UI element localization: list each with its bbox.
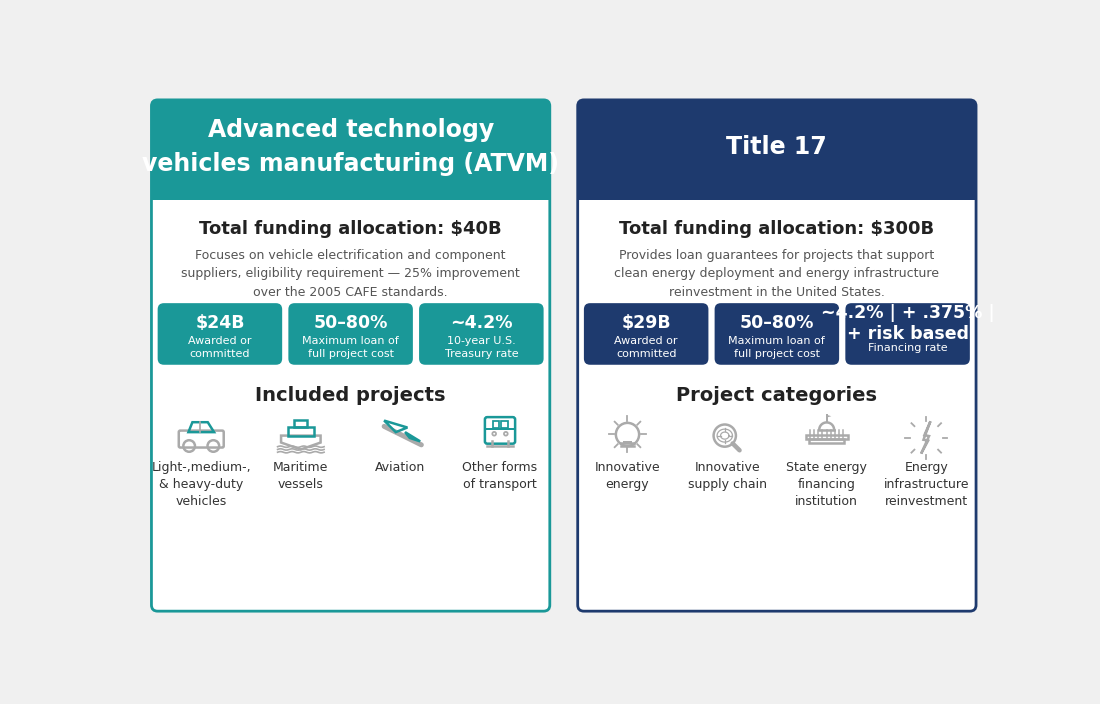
Bar	[295, 420, 307, 427]
Text: Financing rate: Financing rate	[868, 343, 947, 353]
Text: Light-,medium-,
& heavy-duty
vehicles: Light-,medium-, & heavy-duty vehicles	[152, 461, 251, 508]
FancyBboxPatch shape	[578, 100, 976, 611]
Text: Project categories: Project categories	[676, 386, 878, 405]
Bar	[152, 191, 549, 200]
FancyBboxPatch shape	[845, 303, 970, 365]
Bar	[288, 427, 313, 436]
FancyBboxPatch shape	[157, 303, 283, 365]
Text: Focuses on vehicle electrification and component
suppliers, eligibility requirem: Focuses on vehicle electrification and c…	[182, 249, 520, 299]
Text: Innovative
supply chain: Innovative supply chain	[688, 461, 767, 491]
Text: Maximum loan of
full project cost: Maximum loan of full project cost	[302, 336, 399, 359]
Text: Awarded or
committed: Awarded or committed	[188, 336, 252, 359]
Bar	[493, 421, 499, 427]
Bar	[805, 435, 848, 439]
Text: Advanced technology
vehicles manufacturing (ATVM): Advanced technology vehicles manufacturi…	[142, 118, 559, 175]
Text: Total funding allocation: $300B: Total funding allocation: $300B	[619, 220, 934, 238]
Text: State energy
financing
institution: State energy financing institution	[786, 461, 867, 508]
Bar	[502, 421, 508, 427]
Text: 50–80%: 50–80%	[739, 315, 814, 332]
Text: Other forms
of transport: Other forms of transport	[462, 461, 538, 491]
FancyBboxPatch shape	[715, 303, 839, 365]
Text: 10-year U.S.
Treasury rate: 10-year U.S. Treasury rate	[444, 336, 518, 359]
Text: ~4.2%: ~4.2%	[450, 315, 513, 332]
Text: Title 17: Title 17	[726, 135, 827, 159]
Text: Energy
infrastructure
reinvestment: Energy infrastructure reinvestment	[883, 461, 969, 508]
FancyBboxPatch shape	[578, 100, 976, 200]
Text: Total funding allocation: $40B: Total funding allocation: $40B	[199, 220, 502, 238]
FancyBboxPatch shape	[419, 303, 543, 365]
Text: Included projects: Included projects	[255, 386, 446, 405]
Text: Aviation: Aviation	[375, 461, 426, 474]
FancyBboxPatch shape	[288, 303, 412, 365]
Text: 50–80%: 50–80%	[314, 315, 388, 332]
Text: $29B: $29B	[621, 315, 671, 332]
Text: Innovative
energy: Innovative energy	[595, 461, 660, 491]
FancyBboxPatch shape	[152, 100, 550, 200]
Polygon shape	[827, 415, 832, 417]
Text: Provides loan guarantees for projects that support
clean energy deployment and e: Provides loan guarantees for projects th…	[615, 249, 939, 299]
Bar	[810, 439, 844, 443]
Text: ~4.2% | + .375% |
+ risk based: ~4.2% | + .375% | + risk based	[821, 304, 994, 343]
FancyBboxPatch shape	[584, 303, 708, 365]
Text: Awarded or
committed: Awarded or committed	[615, 336, 678, 359]
Text: Maritime
vessels: Maritime vessels	[273, 461, 329, 491]
Text: $24B: $24B	[195, 315, 244, 332]
Text: Maximum loan of
full project cost: Maximum loan of full project cost	[728, 336, 825, 359]
Bar	[579, 191, 976, 200]
FancyBboxPatch shape	[152, 100, 550, 611]
